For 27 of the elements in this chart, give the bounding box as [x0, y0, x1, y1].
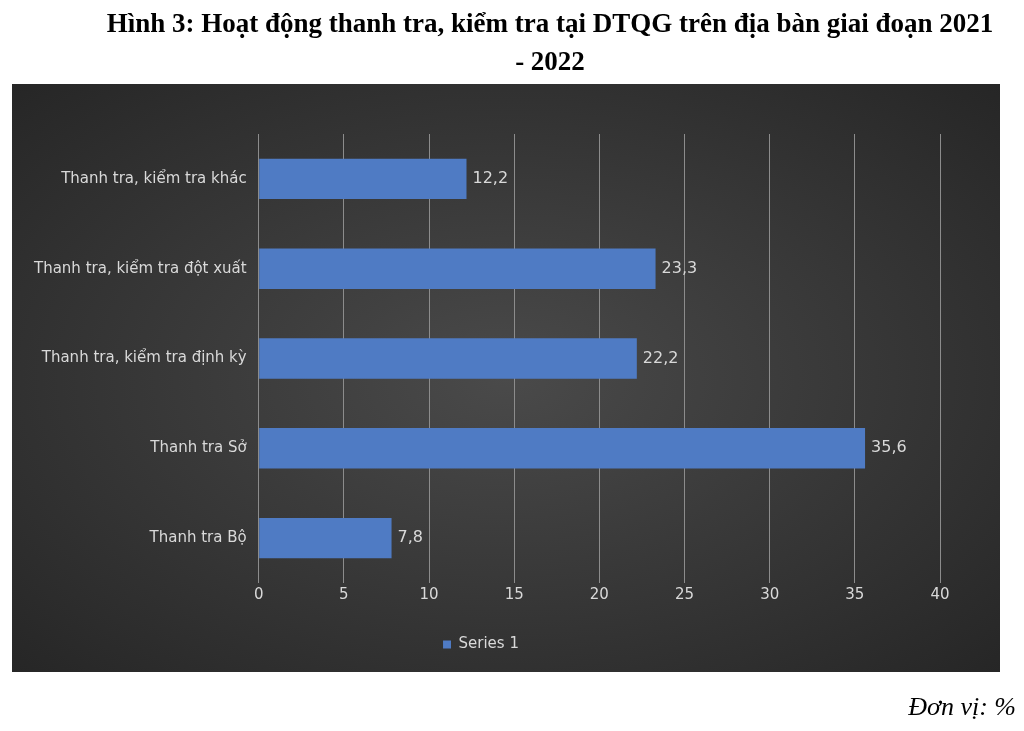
data-label: 22,2 — [642, 347, 679, 367]
x-tick-label: 5 — [339, 584, 349, 603]
text: Đơn vị: % — [908, 692, 1016, 722]
y-tick-label: Thanh tra, kiểm tra định kỳ — [40, 348, 247, 367]
x-tick-label: 0 — [253, 584, 264, 603]
x-tick-label: 25 — [674, 584, 695, 603]
data-label: 35,6 — [871, 437, 907, 457]
x-tick-label: 40 — [930, 584, 950, 603]
data-label: 23,3 — [661, 257, 698, 277]
y-tick-label: Thanh tra Bộ — [148, 527, 247, 546]
chart-title: Hình 3: Hoạt động thanh tra, kiểm tra tại DTQG trên địa bàn giai đoạn 2021 - 2022 — [105, 7, 995, 78]
y-tick-label: Thanh tra, kiểm tra khác — [60, 168, 247, 187]
bar — [259, 338, 637, 379]
y-tick-label: Thanh tra Sở — [149, 438, 248, 457]
bar — [259, 428, 866, 469]
legend-label: Series 1 — [458, 634, 519, 653]
x-tick-label: 10 — [419, 584, 439, 603]
x-tick-label: 30 — [760, 584, 780, 603]
bar — [259, 517, 392, 559]
x-tick-label: 20 — [589, 584, 609, 603]
y-tick-label: Thanh tra, kiểm tra đột xuất — [32, 258, 247, 277]
bar — [259, 248, 656, 289]
data-label: 12,2 — [472, 168, 509, 188]
x-tick-label: 15 — [504, 584, 524, 603]
bar — [259, 158, 467, 200]
data-label: 7,8 — [397, 527, 423, 547]
x-tick-label: 35 — [845, 584, 865, 603]
